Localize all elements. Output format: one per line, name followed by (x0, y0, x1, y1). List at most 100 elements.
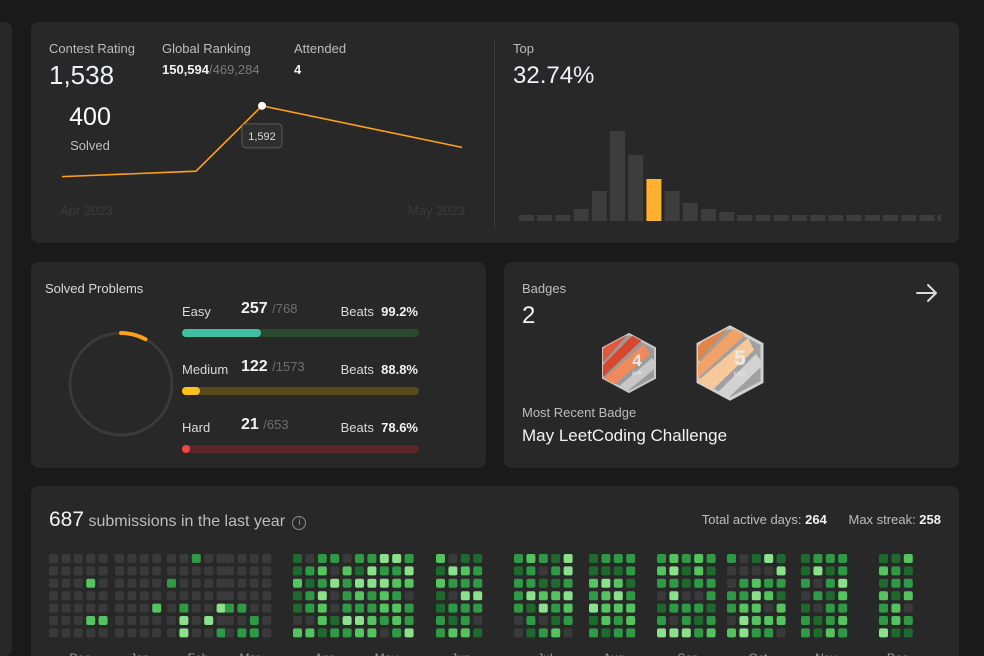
heatmap-cell[interactable] (179, 603, 189, 613)
heatmap-cell[interactable] (879, 628, 888, 638)
heatmap-cell[interactable] (305, 616, 315, 625)
heatmap-cell[interactable] (61, 578, 71, 588)
heatmap-cell[interactable] (139, 578, 149, 588)
heatmap-cell[interactable] (903, 578, 913, 588)
heatmap-cell[interactable] (473, 591, 483, 601)
heatmap-cell[interactable] (879, 554, 888, 563)
heatmap-cell[interactable] (891, 554, 901, 563)
heatmap-cell[interactable] (127, 554, 137, 563)
solved-progress-ring[interactable] (67, 330, 175, 438)
heatmap-cell[interactable] (538, 628, 548, 638)
heatmap-cell[interactable] (879, 603, 888, 613)
heatmap-cell[interactable] (551, 603, 561, 613)
heatmap-cell[interactable] (538, 616, 548, 625)
heatmap-cell[interactable] (657, 603, 666, 613)
heatmap-cell[interactable] (293, 554, 302, 563)
heatmap-cell[interactable] (355, 578, 364, 588)
heatmap-cell[interactable] (49, 628, 58, 638)
heatmap-cell[interactable] (813, 603, 823, 613)
heatmap-cell[interactable] (127, 616, 137, 625)
heatmap-cell[interactable] (514, 554, 523, 563)
heatmap-cell[interactable] (330, 628, 340, 638)
heatmap-cell[interactable] (342, 628, 352, 638)
heatmap-cell[interactable] (293, 616, 302, 625)
heatmap-cell[interactable] (681, 603, 691, 613)
heatmap-cell[interactable] (669, 591, 679, 601)
heatmap-cell[interactable] (514, 566, 523, 576)
heatmap-cell[interactable] (115, 578, 124, 588)
heatmap-cell[interactable] (514, 616, 523, 625)
heatmap-cell[interactable] (751, 591, 761, 601)
heatmap-cell[interactable] (139, 628, 149, 638)
heatmap-cell[interactable] (601, 566, 611, 576)
heatmap-cell[interactable] (838, 578, 848, 588)
heatmap-cell[interactable] (204, 591, 214, 601)
heatmap-cell[interactable] (342, 566, 352, 576)
heatmap-cell[interactable] (706, 566, 716, 576)
heatmap-cell[interactable] (317, 566, 327, 576)
heatmap-cell[interactable] (706, 603, 716, 613)
heatmap-cell[interactable] (61, 554, 71, 563)
heatmap-cell[interactable] (825, 603, 835, 613)
heatmap-cell[interactable] (838, 628, 848, 638)
heatmap-cell[interactable] (563, 566, 573, 576)
heatmap-cell[interactable] (473, 628, 483, 638)
heatmap-cell[interactable] (706, 616, 716, 625)
heatmap-cell[interactable] (764, 616, 774, 625)
heatmap-cell[interactable] (404, 591, 414, 601)
heatmap-cell[interactable] (237, 616, 247, 625)
heatmap-cell[interactable] (694, 603, 704, 613)
heatmap-cell[interactable] (613, 554, 623, 563)
heatmap-cell[interactable] (825, 628, 835, 638)
heatmap-cell[interactable] (404, 554, 414, 563)
heatmap-cell[interactable] (601, 578, 611, 588)
heatmap-cell[interactable] (589, 616, 598, 625)
heatmap-cell[interactable] (404, 628, 414, 638)
heatmap-cell[interactable] (204, 628, 214, 638)
heatmap-cell[interactable] (86, 628, 96, 638)
heatmap-cell[interactable] (225, 628, 234, 638)
heatmap-cell[interactable] (237, 603, 247, 613)
heatmap-cell[interactable] (49, 566, 58, 576)
heatmap-cell[interactable] (293, 566, 302, 576)
heatmap-cell[interactable] (657, 554, 666, 563)
heatmap-cell[interactable] (179, 566, 189, 576)
heatmap-cell[interactable] (305, 591, 315, 601)
heatmap-cell[interactable] (167, 616, 176, 625)
heatmap-cell[interactable] (526, 554, 536, 563)
heatmap-cell[interactable] (204, 566, 214, 576)
heatmap-cell[interactable] (49, 616, 58, 625)
heatmap-cell[interactable] (342, 603, 352, 613)
heatmap-cell[interactable] (115, 628, 124, 638)
heatmap-cell[interactable] (538, 591, 548, 601)
heatmap-cell[interactable] (49, 554, 58, 563)
heatmap-cell[interactable] (448, 554, 458, 563)
heatmap-cell[interactable] (879, 616, 888, 625)
heatmap-cell[interactable] (626, 603, 636, 613)
heatmap-cell[interactable] (152, 616, 162, 625)
heatmap-cell[interactable] (167, 591, 176, 601)
heatmap-cell[interactable] (514, 603, 523, 613)
heatmap-cell[interactable] (825, 578, 835, 588)
heatmap-cell[interactable] (891, 628, 901, 638)
heatmap-cell[interactable] (526, 566, 536, 576)
heatmap-cell[interactable] (317, 603, 327, 613)
heatmap-cell[interactable] (355, 616, 364, 625)
heatmap-cell[interactable] (751, 578, 761, 588)
heatmap-cell[interactable] (379, 554, 389, 563)
heatmap-cell[interactable] (706, 554, 716, 563)
heatmap-cell[interactable] (305, 628, 315, 638)
heatmap-cell[interactable] (152, 591, 162, 601)
heatmap-cell[interactable] (563, 628, 573, 638)
heatmap-cell[interactable] (216, 566, 226, 576)
heatmap-cell[interactable] (776, 591, 786, 601)
heatmap-cell[interactable] (237, 566, 247, 576)
heatmap-cell[interactable] (392, 603, 402, 613)
heatmap-cell[interactable] (473, 554, 483, 563)
heatmap-cell[interactable] (903, 603, 913, 613)
heatmap-cell[interactable] (681, 566, 691, 576)
heatmap-cell[interactable] (330, 616, 340, 625)
heatmap-cell[interactable] (669, 554, 679, 563)
heatmap-cell[interactable] (727, 578, 736, 588)
heatmap-cell[interactable] (204, 603, 214, 613)
